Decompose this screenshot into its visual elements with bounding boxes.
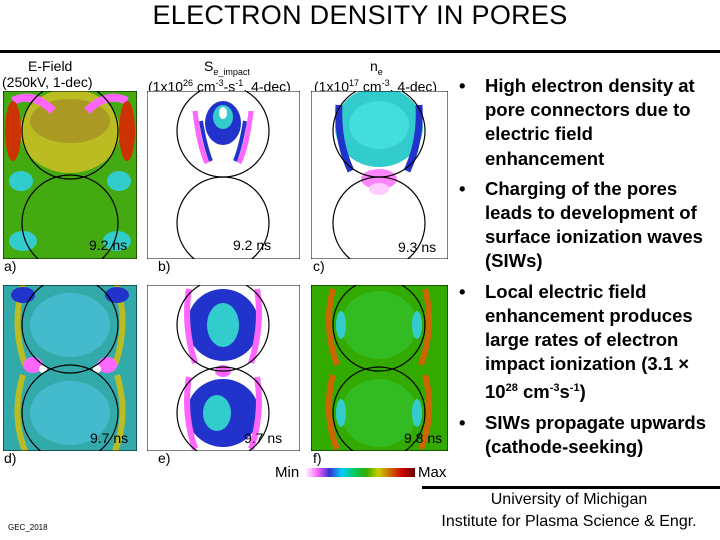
footer-rule: [422, 486, 720, 489]
panel-b-label: b): [158, 258, 171, 274]
panel-e-time: 9.7 ns: [244, 430, 283, 446]
colorbar: [305, 468, 415, 477]
bullet-item: • Local electric field enhancement produc…: [459, 280, 693, 403]
panel-e-label: e): [158, 450, 171, 466]
panel-d-label: d): [4, 450, 17, 466]
gec-tag: GEC_2018: [8, 523, 48, 532]
efield-map-d: [3, 285, 137, 451]
slide-title: ELECTRON DENSITY IN PORES: [152, 0, 568, 30]
panel-e-simpact: [147, 285, 300, 451]
panel-f-time: 9.8 ns: [404, 430, 443, 446]
ne-map-c: [311, 91, 448, 259]
panel-c-label: c): [313, 258, 325, 274]
panel-a-efield: [3, 91, 137, 259]
panel-f-ne: [311, 285, 448, 451]
panel-c-time: 9.3 ns: [398, 239, 437, 255]
footer-institute: Institute for Plasma Science & Engr.: [441, 513, 697, 530]
bullet-item: • SIWs propagate upwards (cathode-seeking…: [459, 411, 707, 457]
ne-map-f: [311, 285, 448, 451]
panel-d-time: 9.7 ns: [90, 430, 129, 446]
panel-f-label: f): [313, 450, 322, 466]
efield-name: E-Field: [28, 58, 73, 74]
panel-d-efield: [3, 285, 137, 451]
simpact-header: Se_impact: [204, 58, 250, 77]
panel-a-time: 9.2 ns: [89, 237, 128, 253]
simpact-map-e: [147, 285, 300, 451]
ne-header: ne: [370, 58, 383, 77]
simpact-map-b: [147, 91, 300, 259]
panel-b-simpact: [147, 91, 300, 259]
bullet-list: • High electron density at pore connector…: [455, 74, 717, 465]
efield-range: (250kV, 1-dec): [2, 74, 93, 90]
footer-university: University of Michigan: [490, 491, 648, 508]
colorbar-max-label: Max: [418, 464, 447, 481]
panel-b-time: 9.2 ns: [233, 237, 272, 253]
efield-header: E-Field: [28, 59, 72, 73]
simpact-range: (1x1026 cm-3-s-1, 4-dec): [148, 78, 291, 95]
efield-map-a: [3, 91, 137, 259]
panel-c-ne: [311, 91, 448, 259]
panel-a-label: a): [4, 258, 17, 274]
title-rule: [0, 50, 720, 53]
bullet-item: • High electron density at pore connector…: [459, 75, 695, 169]
colorbar-min-label: Min: [275, 464, 300, 481]
bullet-item: • Charging of the pores leads to developm…: [459, 177, 703, 272]
